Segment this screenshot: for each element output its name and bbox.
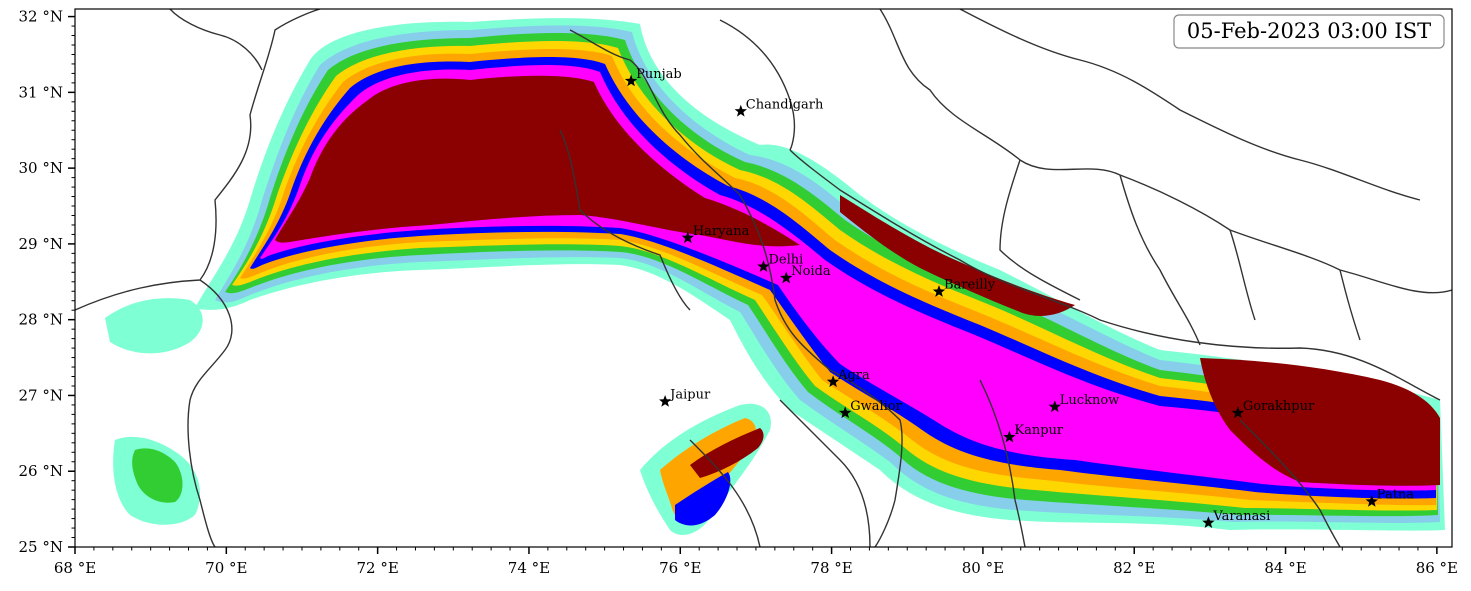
contour-fill-level-8	[1200, 358, 1440, 486]
y-axis: 25 °N 26 °N 27 °N 28 °N 29 °N 30 °N 31 °N 32 °N	[19, 8, 75, 556]
city-label-punjab: Punjab	[636, 67, 682, 82]
city-marker-chandigarh-star-icon	[734, 104, 747, 117]
x-tick-label: 72 °E	[356, 559, 398, 577]
contour-fill-level-8	[840, 195, 1075, 316]
x-tick-label: 70 °E	[205, 559, 247, 577]
city-marker-varanasi-star-icon	[1202, 516, 1215, 528]
x-tick-label: 86 °E	[1416, 559, 1458, 577]
city-label-lucknow: Lucknow	[1060, 393, 1120, 408]
city-marker-patna-star-icon	[1365, 495, 1378, 507]
city-marker-jaipur-star-icon	[659, 395, 672, 407]
y-tick-label: 25 °N	[19, 538, 63, 556]
city-label-agra: Agra	[837, 368, 870, 383]
border-line	[75, 9, 321, 311]
border-line	[789, 149, 1441, 401]
x-tick-label: 68 °E	[54, 559, 96, 577]
border-line	[1339, 269, 1361, 341]
y-tick-label: 31 °N	[19, 83, 63, 101]
contour-fill-level-8	[275, 75, 800, 247]
y-tick-label: 28 °N	[19, 311, 63, 329]
border-line	[979, 379, 1026, 547]
border-line	[569, 29, 903, 547]
city-label-gwalior: Gwalior	[850, 399, 902, 414]
x-tick-label: 80 °E	[962, 559, 1004, 577]
precipitation-field	[105, 18, 1445, 535]
city-label-varanasi: Varanasi	[1212, 509, 1270, 524]
x-tick-label: 78 °E	[810, 559, 852, 577]
y-tick-label: 30 °N	[19, 159, 63, 177]
city-marker-noida-star-icon	[780, 271, 793, 284]
border-line	[1229, 229, 1256, 321]
contour-fill-level-1	[105, 298, 203, 354]
boundary-lines	[75, 9, 1452, 547]
timestamp-frame	[1173, 14, 1445, 49]
y-tick-label: 29 °N	[19, 235, 63, 253]
contour-fill-level-8	[690, 428, 764, 478]
border-line	[1239, 419, 1341, 547]
y-tick-label: 26 °N	[19, 462, 63, 480]
city-label-chandigarh: Chandigarh	[746, 97, 824, 112]
city-marker-lucknow-star-icon	[1048, 400, 1061, 413]
contour-band-west	[195, 18, 1445, 531]
timestamp-box: 05-Feb-2023 03:00 IST	[1173, 14, 1445, 49]
y-tick-label: 27 °N	[19, 386, 63, 404]
contour-fill-level-3	[132, 448, 183, 503]
city-marker-agra-star-icon	[826, 375, 840, 388]
city-label-patna: Patna	[1377, 488, 1415, 503]
city-marker-gwalior-star-icon	[839, 406, 852, 419]
border-line	[559, 129, 691, 311]
border-line	[999, 159, 1081, 301]
city-label-jaipur: Jaipur	[668, 388, 711, 403]
city-marker-bareilly-star-icon	[932, 285, 946, 297]
border-line	[689, 439, 761, 547]
city-marker-haryana-star-icon	[681, 231, 694, 244]
city-label-delhi: Delhi	[769, 253, 804, 268]
border-line	[779, 399, 871, 547]
border-line	[719, 19, 796, 151]
x-tick-label: 84 °E	[1264, 559, 1306, 577]
city-label-bareilly: Bareilly	[944, 278, 996, 293]
city-label-noida: Noida	[791, 264, 831, 279]
city-marker-delhi-star-icon	[757, 260, 770, 272]
city-marker-gorakhpur-star-icon	[1231, 406, 1245, 419]
city-marker-punjab-star-icon	[624, 74, 638, 87]
city-label-kanpur: Kanpur	[1014, 423, 1064, 438]
contour-band-south	[105, 298, 771, 535]
x-tick-label: 74 °E	[508, 559, 550, 577]
x-tick-label: 82 °E	[1113, 559, 1155, 577]
border-line	[1119, 174, 1201, 346]
x-axis: 68 °E 70 °E 72 °E 74 °E 76 °E 78 °E 80 °E 82 °E…	[54, 547, 1458, 577]
y-tick-label: 32 °N	[19, 8, 63, 26]
x-tick-label: 76 °E	[659, 559, 701, 577]
city-label-gorakhpur: Gorakhpur	[1243, 399, 1315, 414]
contour-fill-level-6	[675, 472, 731, 526]
city-marker-kanpur-star-icon	[1003, 430, 1016, 443]
border-line	[169, 9, 263, 71]
map-title: 05-Feb-2023 03:00 IST	[1187, 19, 1431, 43]
plot-frame	[74, 8, 1453, 548]
city-label-haryana: Haryana	[693, 224, 750, 239]
border-line	[187, 279, 233, 547]
border-line	[959, 9, 1421, 201]
